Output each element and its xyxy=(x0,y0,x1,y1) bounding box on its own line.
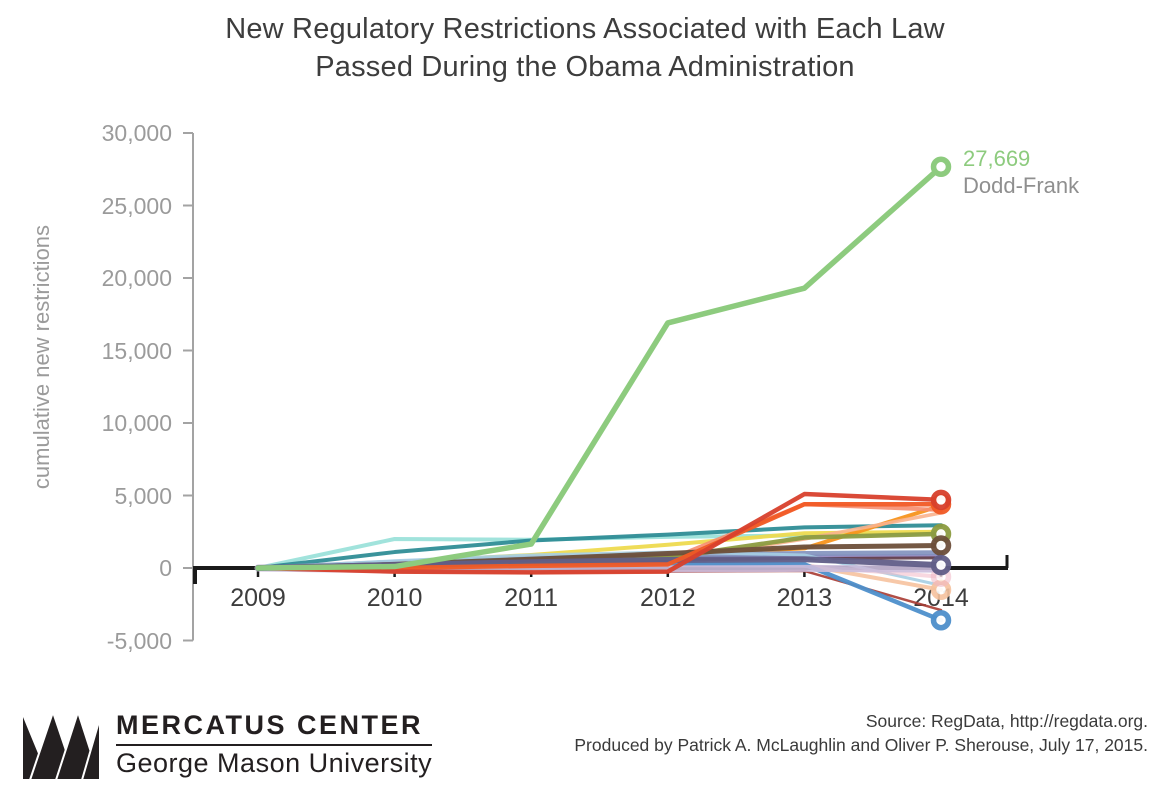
y-tick-label: -5,000 xyxy=(106,627,172,654)
y-tick-label: 0 xyxy=(159,555,172,581)
logo-text: MERCATUS CENTER George Mason University xyxy=(116,709,433,779)
series-end-marker-unlabeled-brown xyxy=(930,535,952,556)
y-tick-label: 30,000 xyxy=(101,120,172,146)
series-end-marker-Dodd-Frank xyxy=(930,156,952,178)
series-line-unlabeled-red xyxy=(255,491,944,575)
x-tick-label: 2012 xyxy=(639,584,696,612)
y-tick-label: 20,000 xyxy=(101,265,172,291)
annotation-value: 27,669 xyxy=(963,146,1031,171)
y-tick-label: 15,000 xyxy=(101,337,172,364)
source-attribution: Source: RegData, http://regdata.org. Pro… xyxy=(574,710,1148,757)
mercatus-logo: MERCATUS CENTER George Mason University xyxy=(20,706,433,782)
series-end-marker-unlabeled-red xyxy=(930,489,952,511)
x-tick-label: 2009 xyxy=(230,584,286,612)
series-line-unlabeled-dark-red xyxy=(256,566,943,612)
y-tick-label: 10,000 xyxy=(101,410,172,436)
series-end-marker-unlabeled-blue xyxy=(930,609,952,631)
x-tick-label: 2011 xyxy=(504,584,559,612)
series-line-Dodd-Frank xyxy=(255,164,944,571)
chart-title: New Regulatory Restrictions Associated w… xyxy=(0,10,1170,87)
logo-primary-text: MERCATUS CENTER xyxy=(116,709,423,740)
x-tick-label: 2013 xyxy=(776,584,833,612)
y-tick-label: 5,000 xyxy=(114,482,172,509)
logo-secondary-text: George Mason University xyxy=(116,747,433,778)
logo-divider xyxy=(116,743,433,746)
chart-title-line1: New Regulatory Restrictions Associated w… xyxy=(225,13,945,45)
annotation-name: Dodd-Frank xyxy=(963,173,1080,198)
y-tick-label: 25,000 xyxy=(101,192,172,219)
chart-title-line2: Passed During the Obama Administration xyxy=(315,51,855,84)
source-line2: Produced by Patrick A. McLaughlin and Ol… xyxy=(574,734,1148,755)
source-line1: Source: RegData, http://regdata.org. xyxy=(865,711,1148,731)
series-end-marker-unlabeled-slate-purple xyxy=(930,554,952,576)
mercatus-monogram-icon xyxy=(21,708,102,781)
x-tick-label: 2010 xyxy=(366,584,423,612)
series-line-unlabeled-teal xyxy=(256,523,943,570)
